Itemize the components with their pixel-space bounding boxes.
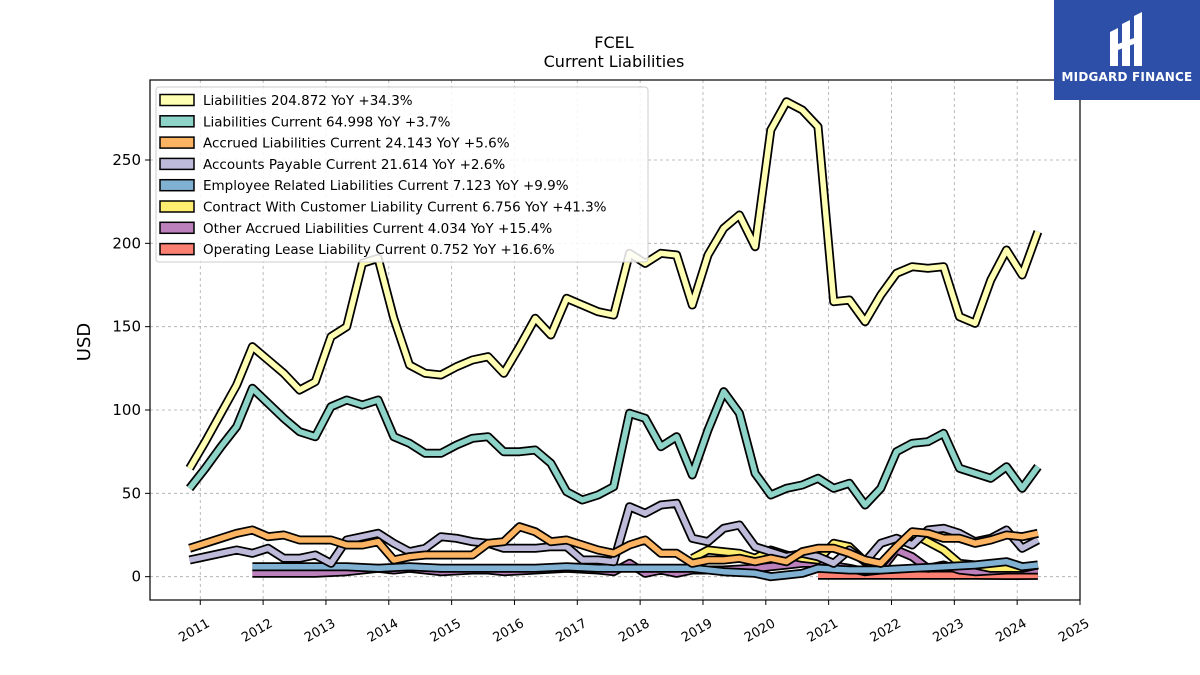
series-line bbox=[187, 385, 1041, 508]
chart-title: FCEL bbox=[594, 33, 633, 52]
x-tick-label: 2017 bbox=[553, 616, 589, 646]
y-tick-label: 0 bbox=[131, 568, 141, 586]
x-tick-label: 2012 bbox=[239, 616, 275, 646]
y-tick-label: 50 bbox=[122, 484, 141, 502]
x-tick-label: 2014 bbox=[365, 616, 401, 646]
y-tick-label: 100 bbox=[112, 401, 141, 419]
legend-swatch bbox=[159, 115, 195, 128]
legend-swatch bbox=[159, 136, 195, 149]
legend-swatch bbox=[159, 221, 195, 235]
x-tick-label: 2020 bbox=[742, 616, 778, 646]
x-tick-label: 2021 bbox=[805, 616, 841, 646]
x-tick-label: 2015 bbox=[428, 616, 464, 646]
series-line bbox=[189, 500, 1040, 567]
legend-entry: Liabilities Current 64.998 YoY +3.7% bbox=[203, 114, 451, 130]
legend: Liabilities 204.872 YoY +34.3% Liabilitie… bbox=[155, 86, 649, 263]
series-line bbox=[188, 523, 1039, 567]
y-tick-label: 250 bbox=[112, 151, 141, 169]
legend-entry: Operating Lease Liability Current 0.752 … bbox=[203, 242, 555, 258]
legend-swatch bbox=[159, 157, 195, 171]
brand-name: MIDGARD FINANCE bbox=[1061, 70, 1193, 84]
x-tick-label: 2022 bbox=[868, 616, 904, 646]
legend-entry: Contract With Customer Liability Current… bbox=[203, 200, 607, 216]
x-tick-label: 2013 bbox=[302, 616, 338, 646]
y-axis-label: USD bbox=[74, 323, 95, 361]
x-tick-label: 2011 bbox=[176, 616, 212, 646]
legend-swatch bbox=[159, 178, 195, 192]
x-tick-label: 2019 bbox=[679, 616, 715, 646]
y-tick-label: 150 bbox=[112, 318, 141, 336]
legend-entry: Accrued Liabilities Current 24.143 YoY +… bbox=[203, 136, 510, 152]
logo-mark-icon bbox=[1110, 12, 1142, 66]
legend-swatch bbox=[159, 200, 195, 213]
legend-box bbox=[155, 86, 649, 263]
legend-entry: Employee Related Liabilities Current 7.1… bbox=[203, 178, 569, 194]
brand-logo: MIDGARD FINANCE bbox=[1054, 0, 1200, 100]
series-line bbox=[252, 558, 1039, 580]
series-layer bbox=[185, 97, 1043, 582]
x-tick-label: 2024 bbox=[993, 616, 1029, 646]
series-line bbox=[187, 98, 1041, 470]
legend-entry: Accounts Payable Current 21.614 YoY +2.6… bbox=[203, 157, 505, 173]
chart-subtitle: Current Liabilities bbox=[544, 52, 685, 71]
x-tick-label: 2018 bbox=[616, 616, 652, 646]
legend-entry: Other Accrued Liabilities Current 4.034 … bbox=[203, 221, 552, 237]
x-tick-label: 2023 bbox=[930, 616, 966, 646]
x-tick-label: 2025 bbox=[1056, 616, 1092, 646]
y-tick-label: 200 bbox=[112, 234, 141, 252]
legend-swatch bbox=[159, 93, 195, 107]
plot-frame bbox=[149, 79, 1081, 601]
x-tick-label: 2016 bbox=[491, 616, 527, 646]
legend-entry: Liabilities 204.872 YoY +34.3% bbox=[203, 93, 413, 109]
legend-swatch bbox=[159, 242, 195, 256]
